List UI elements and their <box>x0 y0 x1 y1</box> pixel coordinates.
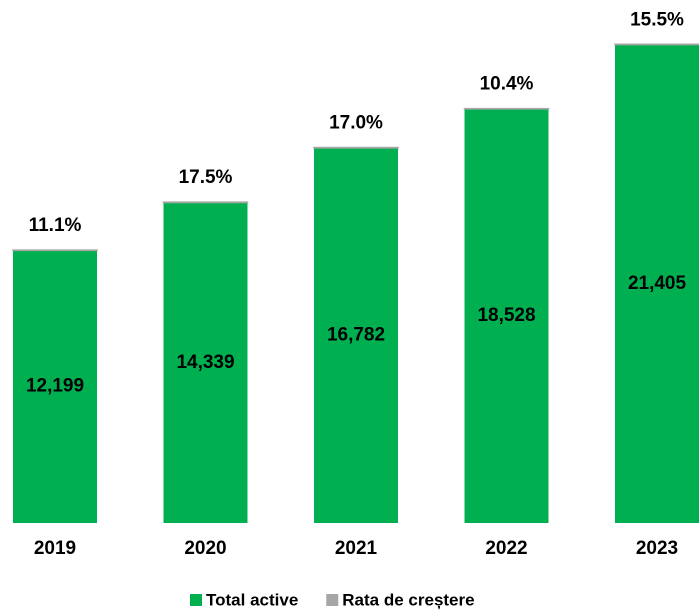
bar-segment <box>13 250 97 523</box>
legend-label: Total active <box>206 590 298 609</box>
bar-segment <box>163 202 248 524</box>
value-label: 16,782 <box>327 324 385 345</box>
value-label: 21,405 <box>628 273 687 294</box>
legend-swatch <box>326 594 339 606</box>
bar-segment <box>314 147 398 523</box>
bar-segment <box>615 44 699 523</box>
value-label: 14,339 <box>176 352 234 373</box>
x-tick-label: 2019 <box>34 538 76 559</box>
value-label: 10.4% <box>480 74 534 95</box>
bar-segment <box>464 108 549 523</box>
value-label: 11.1% <box>29 215 82 236</box>
x-tick-label: 2020 <box>184 538 226 559</box>
x-tick-label: 2023 <box>636 538 678 559</box>
value-label: 18,528 <box>477 305 535 326</box>
value-label: 17.0% <box>329 113 383 134</box>
x-tick-label: 2022 <box>485 538 527 559</box>
value-label: 12,199 <box>26 376 84 397</box>
x-tick-label: 2021 <box>335 538 378 559</box>
value-label: 15.5% <box>630 9 684 30</box>
value-label: 17.5% <box>179 167 233 188</box>
legend-label: Rata de creștere <box>342 590 474 609</box>
legend-swatch <box>190 594 202 606</box>
